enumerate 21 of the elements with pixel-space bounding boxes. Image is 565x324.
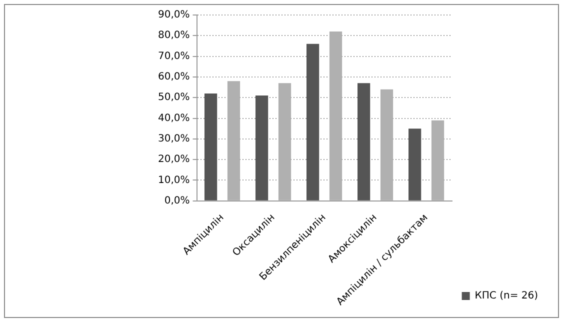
y-tick-label: 50,0% <box>158 92 190 104</box>
bar <box>255 96 268 200</box>
y-tick-label: 90,0% <box>158 10 190 21</box>
bar <box>278 83 292 200</box>
bar <box>380 89 394 200</box>
bar <box>358 83 370 200</box>
legend-label: КПС (n= 26) <box>474 290 538 302</box>
y-tick-label: 30,0% <box>158 133 190 144</box>
bar <box>204 93 218 200</box>
y-tick-label: 70,0% <box>158 50 190 62</box>
y-tick-label: 10,0% <box>158 174 190 186</box>
bar <box>329 32 342 200</box>
y-tick-label: 40,0% <box>158 112 190 124</box>
y-tick-label: 20,0% <box>158 154 190 166</box>
bar <box>431 120 444 200</box>
bar <box>306 44 320 200</box>
y-tick-label: 80,0% <box>158 30 190 42</box>
y-tick-label: 60,0% <box>158 72 190 83</box>
bar <box>227 81 240 200</box>
y-tick-label: 0,0% <box>164 195 190 206</box>
bar <box>408 128 422 200</box>
